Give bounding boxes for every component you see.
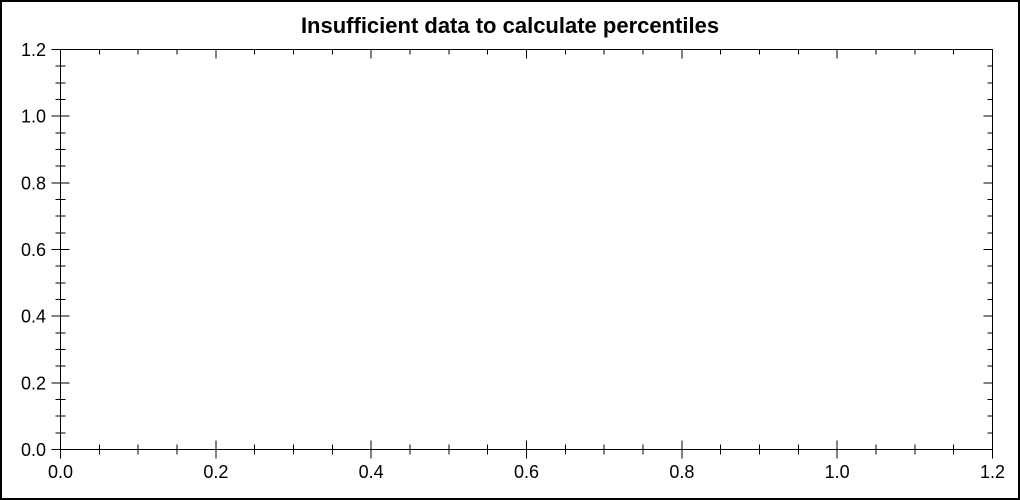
y-axis-tick-label: 1.2 [21,40,46,60]
y-axis-tick-label: 0.6 [21,240,46,260]
x-axis-tick-label: 0.0 [48,462,73,482]
x-axis-tick-label: 0.4 [359,462,384,482]
chart-title: Insufficient data to calculate percentil… [300,13,720,38]
x-axis-tick-label: 1.2 [980,462,1005,482]
y-axis-tick-label: 0.8 [21,173,46,193]
y-axis-tick-label: 1.0 [21,107,46,127]
y-axis-tick-label: 0.0 [21,440,46,460]
x-axis-tick-label: 1.0 [825,462,850,482]
x-axis-tick-label: 0.6 [514,462,539,482]
y-axis-tick-label: 0.2 [21,373,46,393]
plot-frame [60,49,993,450]
x-axis-tick-label: 0.8 [669,462,694,482]
y-axis-tick-label: 0.4 [21,307,46,327]
x-axis-tick-label: 0.2 [203,462,228,482]
